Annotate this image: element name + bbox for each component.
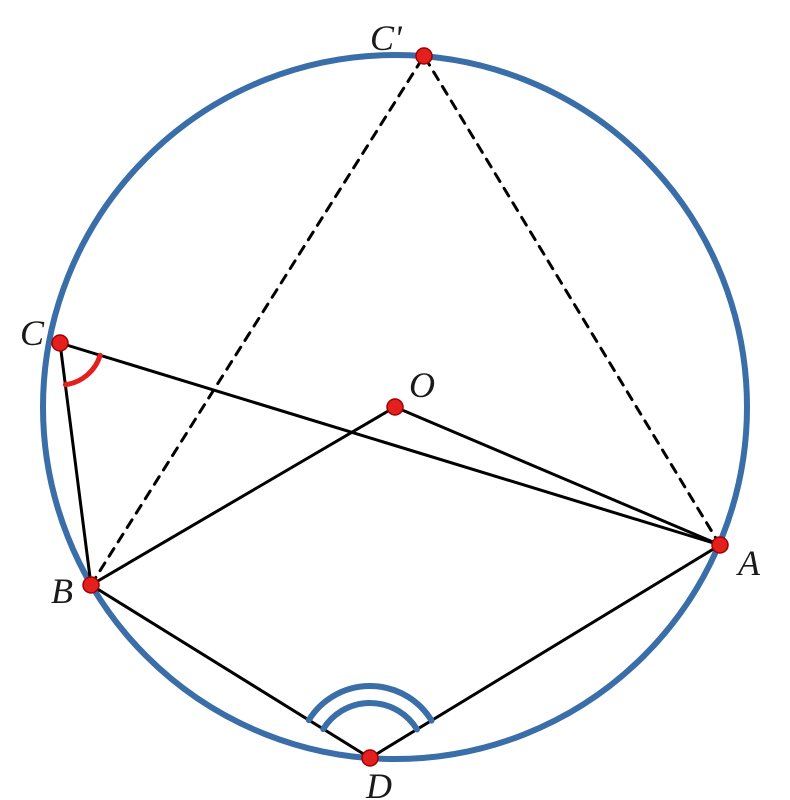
- label-Cprime: C': [370, 18, 403, 58]
- edge-O-A: [395, 407, 720, 545]
- point-O: [387, 399, 403, 415]
- label-D: D: [365, 766, 392, 800]
- angle-mark-D: [323, 703, 417, 729]
- label-O: O: [409, 365, 435, 405]
- geometry-diagram: O C' A B C D: [0, 0, 790, 800]
- edge-B-D: [91, 585, 370, 758]
- edge-A-Cprime: [424, 56, 720, 545]
- label-B: B: [51, 571, 73, 611]
- edge-B-O: [91, 407, 395, 585]
- edge-B-Cprime: [91, 56, 424, 585]
- label-A: A: [736, 543, 761, 583]
- angle-mark-C: [65, 355, 100, 384]
- point-Cprime: [416, 48, 432, 64]
- edge-C-A: [60, 343, 720, 545]
- point-C: [52, 335, 68, 351]
- point-B: [83, 577, 99, 593]
- point-A: [712, 537, 728, 553]
- label-C: C: [20, 313, 45, 353]
- point-D: [362, 750, 378, 766]
